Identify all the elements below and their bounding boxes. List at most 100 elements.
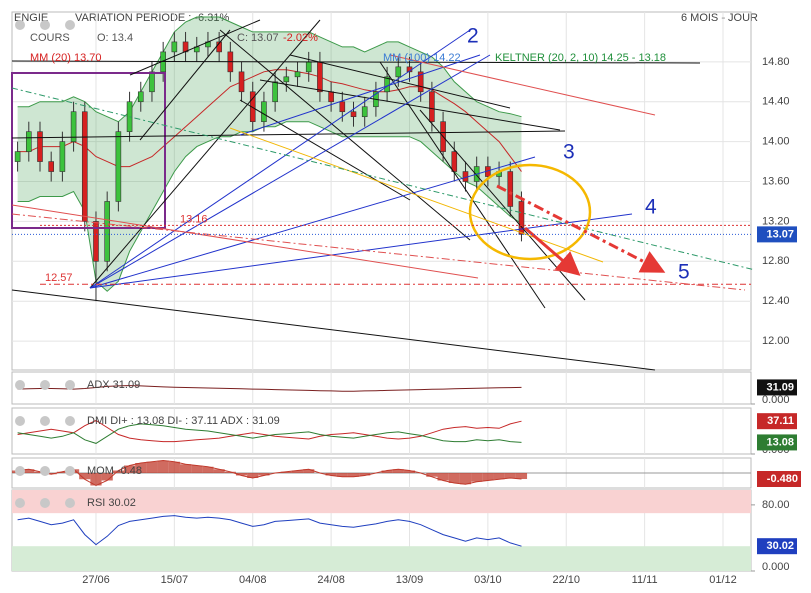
value-box <box>757 538 797 555</box>
panel-tool-icon <box>65 498 75 508</box>
trendline <box>229 127 604 263</box>
momentum-bar <box>482 473 494 481</box>
value-box <box>757 413 797 430</box>
momentum-bar <box>504 473 516 478</box>
trendline <box>89 19 321 289</box>
candle-body <box>317 61 323 93</box>
box-drawing <box>11 72 166 229</box>
panel-tool-icon <box>40 498 50 508</box>
candle-body <box>417 71 424 93</box>
candle-body <box>93 221 99 262</box>
trendline <box>89 29 471 289</box>
oversold-zone <box>12 546 751 571</box>
candle-body <box>283 76 290 83</box>
candle-body <box>149 71 155 93</box>
momentum-line <box>17 459 522 487</box>
arrow <box>496 184 666 273</box>
candle-body <box>328 91 334 103</box>
y-tick-label: 12.80 <box>762 255 790 267</box>
arrow <box>524 226 581 276</box>
annotation: 2 <box>467 25 479 48</box>
value-box <box>757 434 797 451</box>
panel-tool-icon <box>40 466 50 476</box>
candle-body <box>518 201 525 235</box>
trendline <box>11 204 479 279</box>
momentum-bar <box>90 473 102 486</box>
momentum-bar <box>258 473 270 476</box>
mm20-line <box>17 69 522 172</box>
panel-tool-icon <box>40 380 50 390</box>
value-box-label: 37.11 <box>767 415 794 427</box>
candle-body <box>48 161 54 172</box>
momentum-bar <box>157 460 169 473</box>
panel-tool-icon <box>15 380 25 390</box>
value-box-label: 30.02 <box>766 540 794 552</box>
candle-body <box>59 141 66 172</box>
momentum-bar <box>45 473 57 475</box>
momentum-bar <box>213 469 225 473</box>
indicator-line <box>17 385 522 392</box>
y-tick-label: 12.40 <box>762 295 790 307</box>
y-tick-label: 0.000 <box>762 394 790 406</box>
candle-body <box>238 71 245 93</box>
momentum-bar <box>359 473 371 476</box>
trendline <box>259 79 561 131</box>
momentum-bar <box>280 471 292 473</box>
x-tick-label: 15/07 <box>161 574 189 586</box>
annotation: 3 <box>563 141 575 164</box>
value-box-label: 13.07 <box>766 228 794 240</box>
panel-legend: DMI DI+ : 13.08 DI- : 37.11 ADX : 31.09 <box>87 415 280 427</box>
value-box <box>757 379 797 396</box>
candle-body <box>339 101 346 113</box>
momentum-bar <box>392 469 404 473</box>
momentum-bar <box>235 473 248 476</box>
panel-tool-icon <box>15 416 25 426</box>
candle-body <box>395 66 402 78</box>
legend-item: MM (100) 14.22 <box>383 52 461 64</box>
panel-tool-icon <box>65 466 75 476</box>
overbought-zone <box>12 490 751 514</box>
candle-body <box>294 71 301 78</box>
level-label: 12.57 <box>45 272 73 284</box>
trendline <box>11 213 746 291</box>
candle-body <box>81 111 88 222</box>
momentum-bar <box>336 473 348 477</box>
y-tick-label: 14.00 <box>762 136 790 148</box>
candle-body <box>37 131 43 162</box>
x-tick-label: 13/09 <box>396 574 424 586</box>
candle-body <box>171 41 178 53</box>
trendline <box>129 19 261 76</box>
x-tick-label: 11/11 <box>632 574 658 586</box>
candle-body <box>261 101 267 122</box>
momentum-bar <box>135 463 147 473</box>
candle-body <box>104 201 110 262</box>
momentum-bar <box>224 471 236 473</box>
plots: 27/06 15/07 04/08 24/08 13/09 03/10 22/10 11/11… <box>11 11 801 586</box>
candle-body <box>137 91 144 103</box>
candle-body <box>272 81 278 103</box>
momentum-bar <box>437 473 449 481</box>
momentum-bar <box>303 469 315 473</box>
momentum-bar <box>123 465 136 473</box>
y-tick-label: 14.40 <box>762 96 790 108</box>
panel-tool-icon <box>15 498 25 508</box>
x-tick-label: 01/12 <box>709 574 737 586</box>
trendline <box>89 156 536 289</box>
drawings: 13.16 12.57 COURS O: 13.4 C: 13.07 -2.02% MM (… <box>11 19 756 371</box>
momentum-bar <box>179 464 192 473</box>
y-tick-label: 13.60 <box>762 175 790 187</box>
trendline <box>219 29 471 241</box>
panel-tool-icon <box>40 20 50 30</box>
panel-tool-icon <box>65 380 75 390</box>
legend-item: MM (20) 13.70 <box>30 52 102 64</box>
legend-item: -2.02% <box>283 32 318 44</box>
y-tick-label: 80.00 <box>762 499 790 511</box>
annotation: 4 <box>645 196 657 219</box>
candle-body <box>305 61 312 73</box>
value-box-label: -0.480 <box>767 473 798 485</box>
candle-body <box>361 106 368 118</box>
panel-frame <box>11 371 752 405</box>
momentum-bar <box>146 461 158 473</box>
momentum-bar <box>56 471 68 473</box>
